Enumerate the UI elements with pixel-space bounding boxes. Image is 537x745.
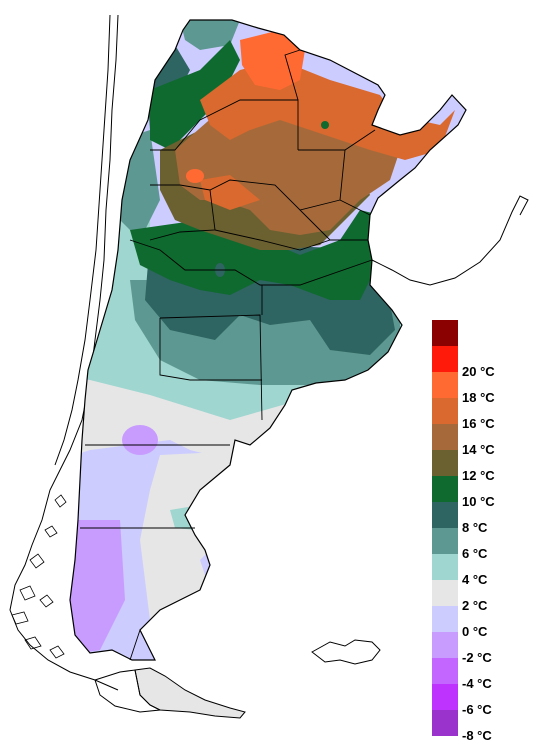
legend-swatch <box>432 606 458 632</box>
legend-swatch <box>432 320 458 346</box>
legend-item: 8 °C <box>432 502 532 534</box>
legend-item: 12 °C <box>432 450 532 482</box>
chile-outline-inner <box>54 14 111 466</box>
legend-label: -6 °C <box>462 702 492 717</box>
legend-label: 20 °C <box>462 364 495 379</box>
legend-swatch <box>432 424 458 450</box>
legend-item: 14 °C <box>432 424 532 456</box>
legend-swatch <box>432 684 458 710</box>
malvinas-islands <box>311 639 381 665</box>
legend-swatch <box>432 398 458 424</box>
legend-item: -4 °C <box>432 658 532 690</box>
legend-label: 14 °C <box>462 442 495 457</box>
legend-label: 10 °C <box>462 494 495 509</box>
legend-label: 4 °C <box>462 572 488 587</box>
tierra-del-fuego-chile <box>94 669 162 713</box>
fjord-islands <box>11 494 67 659</box>
legend-item: -8 °C <box>432 710 532 742</box>
legend-label: 18 °C <box>462 390 495 405</box>
uruguay-outline <box>371 195 529 286</box>
legend-swatch <box>432 710 458 736</box>
legend-swatch <box>432 502 458 528</box>
legend-swatch <box>432 528 458 554</box>
legend-label: 12 °C <box>462 468 495 483</box>
legend-swatch <box>432 346 458 372</box>
legend-swatch <box>432 658 458 684</box>
legend-swatch <box>432 632 458 658</box>
legend-swatch <box>432 476 458 502</box>
chile-outline <box>9 14 119 691</box>
temperature-legend: 20 °C 18 °C 16 °C 14 °C 12 °C 10 °C 8 °C 6 °C 4 … <box>432 320 532 742</box>
legend-item: 10 °C <box>432 476 532 508</box>
province-boundaries <box>80 49 376 661</box>
legend-label: 6 °C <box>462 546 488 561</box>
legend-item: 16 °C <box>432 398 532 430</box>
legend-item <box>432 320 532 346</box>
legend-item: 4 °C <box>432 554 532 586</box>
legend-label: -4 °C <box>462 676 492 691</box>
legend-item: 6 °C <box>432 528 532 560</box>
legend-item: 18 °C <box>432 372 532 404</box>
legend-swatch <box>432 450 458 476</box>
legend-swatch <box>432 580 458 606</box>
legend-item: -6 °C <box>432 684 532 716</box>
legend-label: 16 °C <box>462 416 495 431</box>
legend-label: 2 °C <box>462 598 488 613</box>
legend-label: 0 °C <box>462 624 488 639</box>
legend-swatch <box>432 372 458 398</box>
legend-item: 0 °C <box>432 606 532 638</box>
legend-item: 2 °C <box>432 580 532 612</box>
legend-label: -8 °C <box>462 728 492 743</box>
legend-item: 20 °C <box>432 346 532 378</box>
legend-label: 8 °C <box>462 520 488 535</box>
legend-label: -2 °C <box>462 650 492 665</box>
legend-swatch <box>432 554 458 580</box>
legend-item: -2 °C <box>432 632 532 664</box>
argentina-border <box>69 19 467 661</box>
